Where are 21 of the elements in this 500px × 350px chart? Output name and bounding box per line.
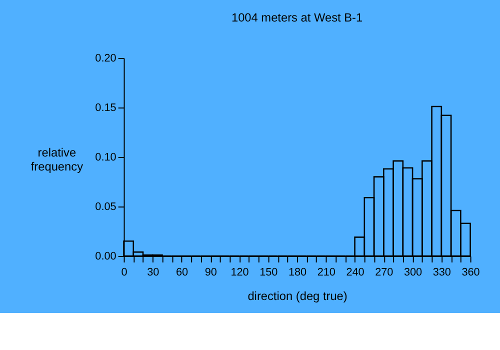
x-tick-label: 30 xyxy=(147,266,160,278)
x-tick-label: 90 xyxy=(204,266,217,278)
x-tick-label: 240 xyxy=(346,266,364,278)
x-tick-label: 270 xyxy=(375,266,394,278)
y-tick-label: 0.10 xyxy=(95,151,116,164)
x-tick-label: 60 xyxy=(176,266,188,278)
x-tick-label: 330 xyxy=(432,266,451,278)
x-tick-label: 180 xyxy=(288,266,307,278)
x-tick-label: 300 xyxy=(404,266,422,278)
y-axis-title: relative frequency xyxy=(30,146,84,174)
x-tick-label: 120 xyxy=(230,266,249,278)
x-tick-label: 360 xyxy=(462,266,480,278)
y-tick-label: 0.05 xyxy=(95,200,116,213)
x-tick-label: 210 xyxy=(317,266,336,278)
y-tick-label: 0.00 xyxy=(95,250,116,262)
y-tick-label: 0.20 xyxy=(95,52,116,64)
x-tick-label: 150 xyxy=(260,266,278,278)
x-tick-label: 0 xyxy=(121,266,128,278)
y-tick-label: 0.15 xyxy=(95,102,116,114)
chart-title: 1004 meters at West B-1 xyxy=(231,10,363,24)
x-axis-title: direction (deg true) xyxy=(248,289,348,304)
